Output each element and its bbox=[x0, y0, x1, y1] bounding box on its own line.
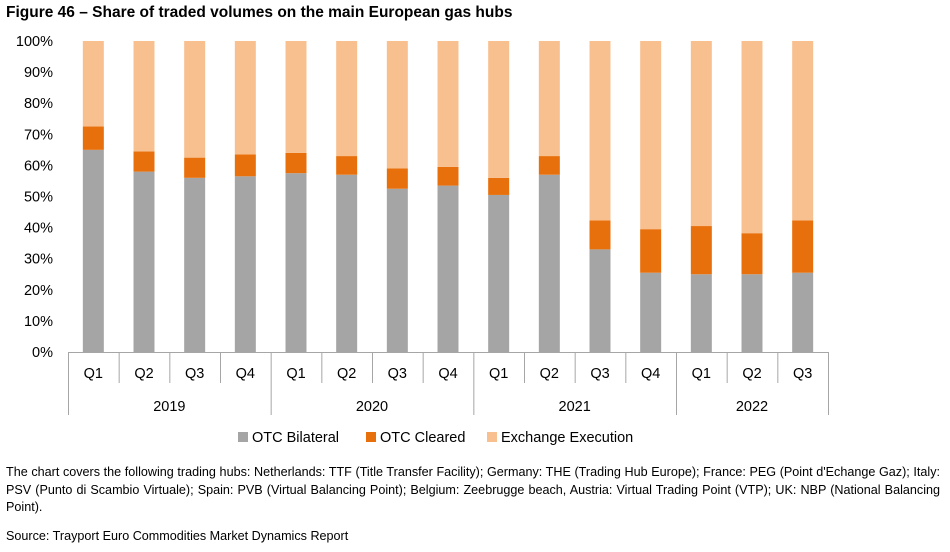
legend-swatch bbox=[366, 432, 376, 442]
bar-otc-cleared bbox=[336, 156, 358, 175]
bar-otc-bilateral bbox=[690, 274, 712, 352]
y-tick-label: 0% bbox=[32, 345, 53, 361]
legend-swatch bbox=[238, 432, 248, 442]
x-tick-label: Q2 bbox=[134, 366, 153, 382]
legend-label: OTC Bilateral bbox=[252, 430, 339, 446]
bar-exchange-execution bbox=[285, 41, 307, 153]
bar-otc-cleared bbox=[690, 226, 712, 275]
y-tick-label: 70% bbox=[24, 127, 53, 143]
bar-otc-bilateral bbox=[741, 274, 763, 352]
bar-exchange-execution bbox=[640, 41, 662, 230]
y-tick-label: 80% bbox=[24, 96, 53, 112]
x-group-label: 2019 bbox=[153, 399, 185, 415]
bar-exchange-execution bbox=[792, 41, 814, 221]
x-tick-label: Q3 bbox=[590, 366, 609, 382]
x-tick-label: Q1 bbox=[692, 366, 711, 382]
x-tick-label: Q1 bbox=[84, 366, 103, 382]
x-tick-label: Q3 bbox=[388, 366, 407, 382]
bar-otc-cleared bbox=[488, 177, 510, 195]
y-tick-label: 30% bbox=[24, 252, 53, 268]
bar-otc-bilateral bbox=[234, 176, 256, 352]
bar-exchange-execution bbox=[386, 41, 408, 169]
x-tick-label: Q1 bbox=[489, 366, 508, 382]
x-tick-label: Q3 bbox=[793, 366, 812, 382]
note-text: The chart covers the following trading h… bbox=[6, 465, 940, 514]
y-tick-label: 40% bbox=[24, 221, 53, 237]
bar-exchange-execution bbox=[336, 41, 358, 157]
bar-otc-cleared bbox=[184, 157, 206, 178]
bar-exchange-execution bbox=[437, 41, 459, 167]
bar-otc-bilateral bbox=[336, 174, 358, 352]
bar-exchange-execution bbox=[133, 41, 155, 152]
bar-otc-cleared bbox=[234, 154, 256, 177]
bar-exchange-execution bbox=[741, 41, 763, 234]
chart-title: Figure 46 – Share of traded volumes on t… bbox=[6, 4, 513, 21]
y-tick-label: 100% bbox=[16, 34, 53, 50]
bar-otc-cleared bbox=[640, 229, 662, 273]
x-tick-label: Q2 bbox=[742, 366, 761, 382]
y-tick-label: 50% bbox=[24, 190, 53, 206]
x-tick-label: Q2 bbox=[337, 366, 356, 382]
bar-otc-bilateral bbox=[133, 171, 155, 352]
bar-otc-cleared bbox=[792, 220, 814, 273]
bar-otc-bilateral bbox=[285, 173, 307, 352]
bar-exchange-execution bbox=[234, 41, 256, 155]
x-tick-label: Q1 bbox=[286, 366, 305, 382]
bar-otc-cleared bbox=[589, 220, 611, 250]
x-tick-label: Q4 bbox=[641, 366, 660, 382]
x-group-label: 2020 bbox=[356, 399, 388, 415]
bar-otc-bilateral bbox=[488, 194, 510, 352]
bar-exchange-execution bbox=[589, 41, 611, 221]
x-tick-label: Q4 bbox=[236, 366, 255, 382]
bar-exchange-execution bbox=[82, 41, 104, 127]
y-tick-label: 10% bbox=[24, 314, 53, 330]
bar-exchange-execution bbox=[184, 41, 206, 158]
bar-otc-bilateral bbox=[792, 272, 814, 352]
stacked-bar-chart: 0% 10% 20% 30% 40% 50% 60% 70% 80% 90% 100% Q1 Q2 Q3 Q… bbox=[16, 34, 829, 446]
bar-otc-bilateral bbox=[640, 272, 662, 352]
x-group-label: 2022 bbox=[736, 399, 768, 415]
chart-source: Source: Trayport Euro Commodities Market… bbox=[6, 529, 349, 543]
legend-swatch bbox=[487, 432, 497, 442]
bar-otc-bilateral bbox=[437, 185, 459, 352]
bar-otc-bilateral bbox=[386, 188, 408, 352]
legend-label: Exchange Execution bbox=[501, 430, 633, 446]
bar-otc-bilateral bbox=[538, 174, 560, 352]
bar-otc-cleared bbox=[538, 156, 560, 175]
x-tick-label: Q2 bbox=[540, 366, 559, 382]
bar-otc-bilateral bbox=[82, 149, 104, 352]
bar-otc-cleared bbox=[133, 151, 155, 172]
y-tick-label: 20% bbox=[24, 283, 53, 299]
bar-otc-cleared bbox=[741, 233, 763, 275]
bar-otc-bilateral bbox=[589, 249, 611, 352]
y-tick-label: 60% bbox=[24, 158, 53, 174]
bar-otc-cleared bbox=[285, 152, 307, 174]
bar-otc-cleared bbox=[386, 168, 408, 189]
legend-label: OTC Cleared bbox=[380, 430, 465, 446]
bar-otc-cleared bbox=[437, 166, 459, 186]
y-tick-label: 90% bbox=[24, 65, 53, 81]
bar-otc-cleared bbox=[82, 126, 104, 150]
x-tick-label: Q3 bbox=[185, 366, 204, 382]
x-group-label: 2021 bbox=[559, 399, 591, 415]
bar-exchange-execution bbox=[538, 41, 560, 157]
chart-note: The chart covers the following trading h… bbox=[6, 464, 940, 517]
bar-exchange-execution bbox=[488, 41, 510, 178]
x-tick-label: Q4 bbox=[438, 366, 457, 382]
bar-exchange-execution bbox=[690, 41, 712, 227]
bar-otc-bilateral bbox=[184, 177, 206, 352]
